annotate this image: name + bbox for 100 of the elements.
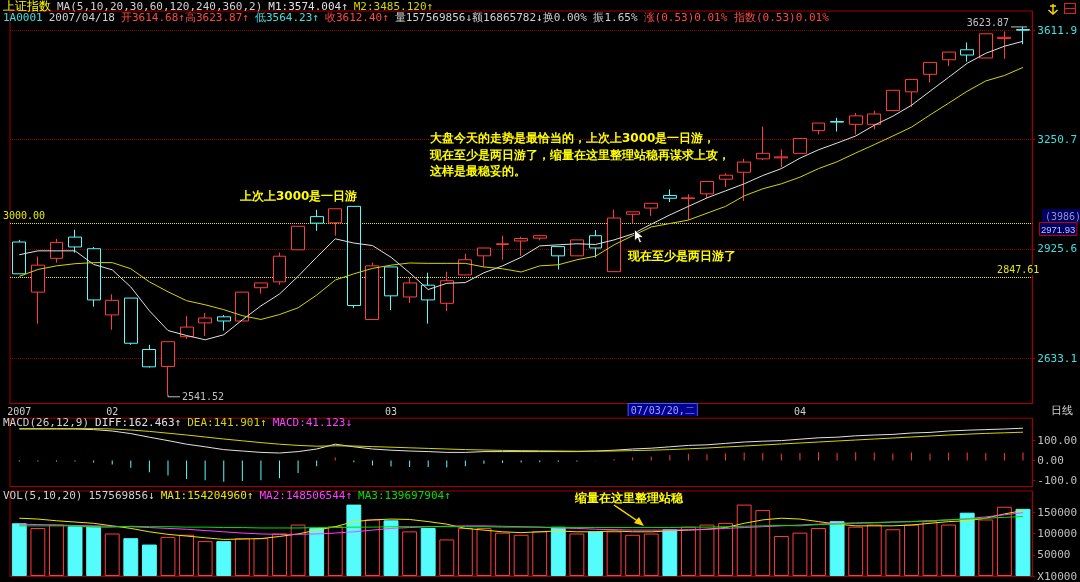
candlestick (403, 277, 417, 304)
annotation: 157569856↓ (88, 488, 155, 502)
bar (141, 544, 157, 576)
bar (513, 534, 529, 576)
candlestick (50, 238, 63, 264)
bar (755, 510, 771, 576)
candlestick (496, 235, 509, 261)
candlestick (886, 89, 900, 112)
bar (365, 519, 380, 576)
candlestick (273, 252, 286, 286)
text: M2:3485.120↑ (353, 0, 434, 13)
annotation: 收3612.40↑ (324, 10, 389, 24)
candlestick (198, 312, 212, 337)
annotation: 现在至少是两日游了，缩量在这里整理站稳再谋求上攻， (429, 148, 730, 162)
candlestick (477, 247, 491, 268)
line-series (18, 516, 1024, 529)
bar (699, 524, 715, 576)
candlestick (737, 158, 751, 202)
candlestick (384, 266, 398, 311)
candlestick (589, 229, 602, 259)
bar (86, 526, 102, 576)
text: MA3:139697904↑ (358, 488, 451, 502)
candlestick (923, 61, 937, 83)
annotation: 这样是最稳妥的。 (429, 164, 526, 178)
annotation: 低3564.23↑ (254, 10, 319, 24)
y-tick-label: X10000 (1037, 569, 1078, 582)
candlestick (105, 293, 119, 331)
candlestick (979, 33, 993, 59)
candlestick (217, 314, 231, 332)
annotation: 现在至少是两日游了 (627, 249, 736, 263)
bar (383, 520, 399, 576)
candlestick (440, 271, 454, 312)
candlestick (960, 41, 974, 63)
bar (588, 531, 603, 576)
candlestick (291, 225, 305, 251)
bar (327, 526, 343, 576)
annotation: 涨(0.53)0.01% 指数(0.53)0.01% (643, 10, 830, 24)
candlestick (124, 297, 138, 346)
candlestick (12, 239, 26, 275)
bar (643, 533, 659, 576)
candlestick (607, 209, 621, 273)
candlestick (328, 208, 342, 237)
bar (792, 532, 808, 576)
bar (290, 524, 306, 576)
y-tick-label: 3250.7 (1037, 133, 1078, 147)
bar (978, 519, 994, 576)
x-tick-label: 2007 (7, 406, 32, 418)
candlestick (458, 253, 472, 276)
candlestick (793, 138, 807, 154)
series-label: DEA:141.901↑ (187, 415, 267, 429)
bar (885, 529, 901, 576)
bar (829, 521, 845, 576)
bar (216, 541, 232, 576)
candlestick (142, 344, 156, 369)
candlestick (756, 126, 770, 161)
text: 2971.93 (1041, 223, 1076, 235)
candlestick (365, 262, 379, 320)
bar (625, 534, 641, 576)
x-tick-label: 04 (793, 406, 806, 418)
legend-title: VOL(5,10,20) (3, 488, 83, 502)
bar (941, 524, 957, 576)
bar (662, 529, 678, 576)
candlestick (235, 291, 249, 322)
annotation: 2541.52 (181, 391, 225, 403)
legend-title: MA(5,10,20,30,60,120,240,360,2) (57, 0, 263, 13)
candlestick (867, 110, 881, 130)
candlestick (254, 282, 268, 295)
bar (922, 521, 938, 576)
bar (569, 533, 585, 576)
bar (160, 536, 176, 576)
text: M1:3574.004↑ (268, 0, 348, 13)
candlestick (310, 209, 324, 232)
candlestick (719, 172, 733, 188)
bar (49, 524, 64, 576)
bar (179, 534, 195, 576)
bar (848, 526, 864, 576)
text: MA2:148506544↑ (259, 488, 353, 502)
y-tick-label: 50000 (1037, 548, 1071, 562)
x-tick-label: 02 (106, 406, 119, 418)
candlestick (514, 236, 528, 257)
text: 07/03/20,二 (630, 404, 695, 416)
bar (253, 538, 269, 576)
candlestick (68, 229, 82, 254)
annotation: 2007/04/18 (48, 10, 115, 24)
candlestick (812, 122, 825, 135)
y-tick-label: 3611.9 (1037, 23, 1078, 37)
candlestick (87, 246, 101, 308)
candlestick (626, 211, 640, 225)
candlestick (421, 272, 435, 325)
bar (457, 527, 473, 576)
y-tick-label: 150000 (1037, 505, 1078, 519)
y-tick-label: 0.00 (1037, 454, 1064, 468)
bar (495, 532, 510, 576)
bar (811, 527, 826, 576)
candlestick (1016, 26, 1030, 45)
candlestick (347, 205, 361, 309)
candlestick (830, 117, 844, 133)
annotation: 缩量在这里整理站稳 (574, 491, 684, 505)
y-tick-label: -100.0 (1037, 474, 1078, 488)
text: (3986) (1045, 210, 1080, 222)
